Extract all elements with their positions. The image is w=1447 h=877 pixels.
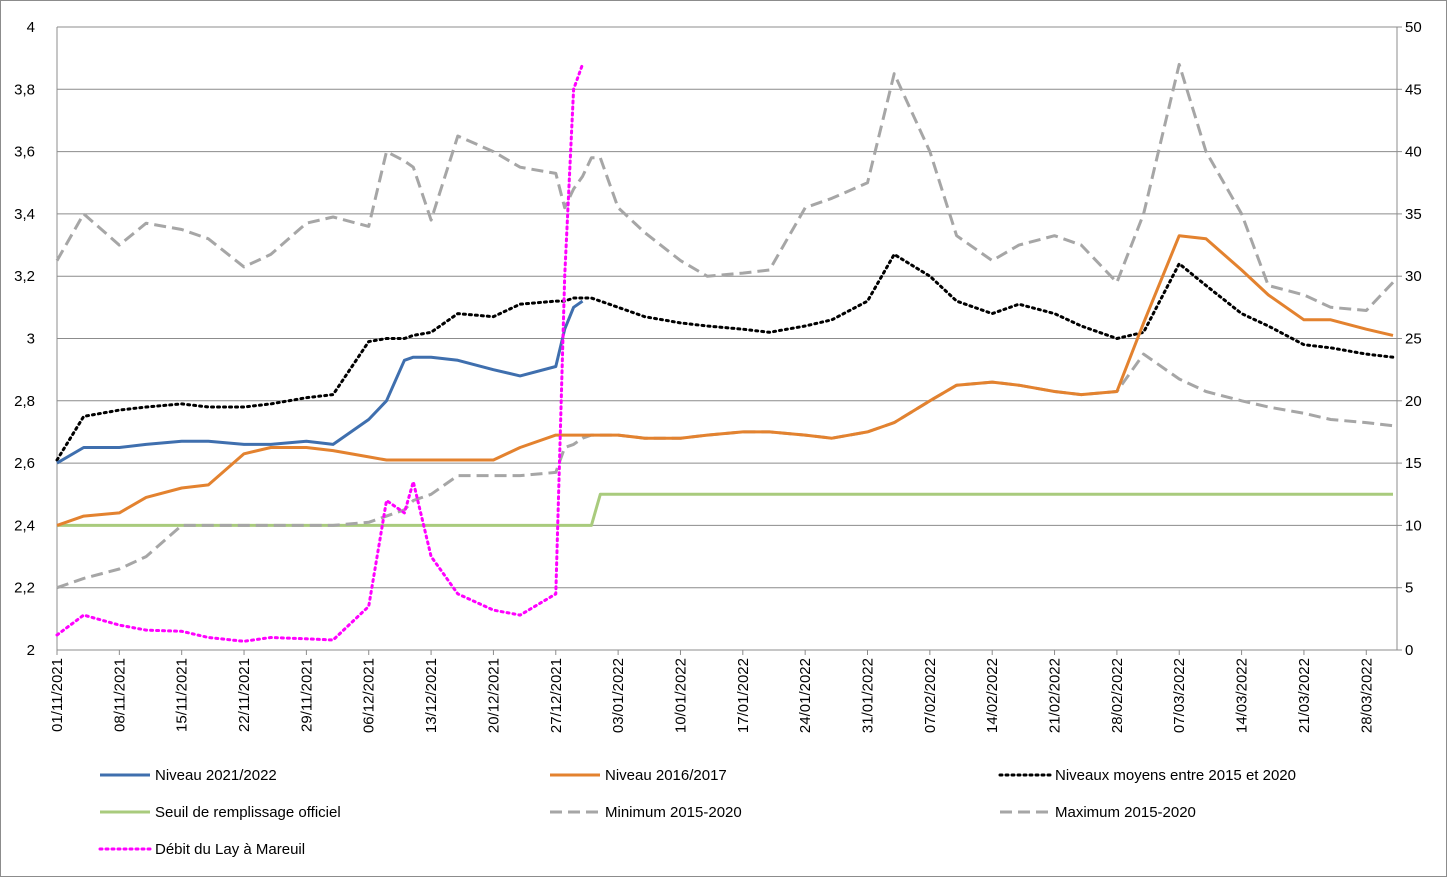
y-tick-label: 3,2 — [14, 268, 35, 285]
legend-label: Niveau 2016/2017 — [605, 767, 727, 784]
y2-tick-label: 5 — [1405, 580, 1413, 597]
y-tick-label: 2,4 — [14, 517, 35, 534]
legend-label: Niveaux moyens entre 2015 et 2020 — [1055, 767, 1296, 784]
x-tick-label: 08/11/2021 — [111, 658, 128, 732]
y2-tick-label: 20 — [1405, 393, 1422, 410]
series-line — [56, 352, 1394, 590]
y2-tick-label: 0 — [1405, 642, 1413, 659]
y-tick-label: 2,6 — [14, 455, 35, 472]
x-tick-label: 28/02/2022 — [1109, 658, 1126, 733]
series-line — [56, 299, 584, 465]
x-tick-label: 10/01/2022 — [672, 658, 689, 733]
y2-tick-label: 10 — [1405, 517, 1422, 534]
y2-tick-label: 45 — [1405, 81, 1422, 98]
y2-tick-label: 30 — [1405, 268, 1422, 285]
x-tick-label: 21/03/2022 — [1296, 658, 1313, 733]
y-tick-label: 3,8 — [14, 81, 35, 98]
x-tick-label: 01/11/2021 — [49, 658, 66, 732]
x-tick-label: 06/12/2021 — [361, 658, 378, 733]
x-tick-label: 28/03/2022 — [1358, 658, 1375, 733]
x-tick-label: 27/12/2021 — [548, 658, 565, 733]
legend-label: Débit du Lay à Mareuil — [155, 841, 305, 858]
x-tick-label: 13/12/2021 — [423, 658, 440, 733]
y-tick-label: 3,4 — [14, 206, 35, 223]
y2-tick-label: 25 — [1405, 331, 1422, 348]
series-line — [56, 234, 1394, 527]
x-tick-label: 07/03/2022 — [1171, 658, 1188, 733]
y2-tick-label: 35 — [1405, 206, 1422, 223]
y-tick-label: 3,6 — [14, 144, 35, 161]
x-tick-label: 22/11/2021 — [236, 658, 253, 732]
legend-label: Niveau 2021/2022 — [155, 767, 277, 784]
y-tick-label: 3 — [27, 331, 35, 348]
x-tick-label: 24/01/2022 — [797, 658, 814, 733]
x-tick-label: 15/11/2021 — [174, 658, 191, 732]
x-tick-label: 07/02/2022 — [922, 658, 939, 733]
legend-label: Seuil de remplissage officiel — [155, 804, 341, 821]
y-tick-label: 2,8 — [14, 393, 35, 410]
x-tick-label: 20/12/2021 — [485, 658, 502, 733]
y2-tick-label: 50 — [1405, 19, 1422, 36]
x-tick-label: 21/02/2022 — [1047, 658, 1064, 733]
x-tick-label: 29/11/2021 — [298, 658, 315, 732]
legend-label: Minimum 2015-2020 — [605, 804, 742, 821]
series-line — [55, 62, 584, 643]
y-tick-label: 2 — [27, 642, 35, 659]
series-line — [55, 62, 1395, 312]
y2-tick-label: 40 — [1405, 144, 1422, 161]
y-tick-label: 4 — [27, 19, 35, 36]
y-tick-label: 2,2 — [14, 580, 35, 597]
y2-tick-label: 15 — [1405, 455, 1422, 472]
x-tick-label: 14/02/2022 — [984, 658, 1001, 733]
x-tick-label: 31/01/2022 — [860, 658, 877, 733]
x-tick-label: 14/03/2022 — [1234, 658, 1251, 733]
x-tick-label: 17/01/2022 — [735, 658, 752, 733]
legend-label: Maximum 2015-2020 — [1055, 804, 1196, 821]
x-tick-label: 03/01/2022 — [610, 658, 627, 733]
